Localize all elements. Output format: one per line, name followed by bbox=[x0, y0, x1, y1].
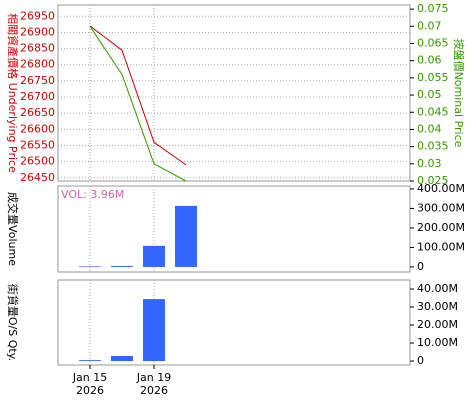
y2-tick-label: 0.04 bbox=[417, 122, 442, 135]
y2-tick-label: 0.045 bbox=[417, 105, 449, 118]
y-tick-label: 26900 bbox=[20, 25, 55, 38]
y-tick-label: 26950 bbox=[20, 9, 55, 22]
y2-tick-label: 0 bbox=[417, 260, 424, 273]
y2-tick-label: 0.055 bbox=[417, 71, 449, 84]
series-line bbox=[89, 26, 187, 182]
x-tick-label: Jan 19 2026 bbox=[136, 371, 171, 397]
y-tick-label: 26750 bbox=[20, 74, 55, 87]
series-line bbox=[89, 25, 187, 166]
y2-tick-label: 0.075 bbox=[417, 2, 449, 15]
y-tick-label: 26550 bbox=[20, 138, 55, 151]
y2-tick-label: 0.06 bbox=[417, 54, 442, 67]
y-axis-label: 街貨量O/S Qty. bbox=[6, 284, 20, 361]
annotation: VOL: 3.96M bbox=[61, 188, 124, 201]
bar bbox=[111, 265, 133, 267]
bar bbox=[143, 245, 165, 267]
x-tick-label: Jan 15 2026 bbox=[72, 371, 107, 397]
y2-tick-label: 40.00M bbox=[417, 282, 458, 295]
y2-tick-label: 0.07 bbox=[417, 19, 442, 32]
y-tick-label: 26600 bbox=[20, 122, 55, 135]
bar bbox=[175, 205, 197, 267]
plot-area bbox=[57, 279, 411, 366]
y-tick-label: 26850 bbox=[20, 42, 55, 55]
y2-tick-label: 0.05 bbox=[417, 88, 442, 101]
y-axis-label: 相關資產價格 Underlying Price bbox=[6, 13, 20, 173]
bar bbox=[79, 360, 101, 362]
y2-tick-label: 20.00M bbox=[417, 318, 458, 331]
y2-tick-label: 0.025 bbox=[417, 174, 449, 187]
y2-tick-label: 100.00M bbox=[417, 240, 465, 253]
y2-tick-label: 10.00M bbox=[417, 336, 458, 349]
y-tick-label: 26700 bbox=[20, 90, 55, 103]
y-tick-label: 26800 bbox=[20, 58, 55, 71]
y2-tick-label: 0.035 bbox=[417, 140, 449, 153]
y-tick-label: 26500 bbox=[20, 155, 55, 168]
y2-axis-label: 按盤價Nominal Price bbox=[452, 39, 466, 148]
y2-tick-label: 30.00M bbox=[417, 300, 458, 313]
y2-tick-label: 400.00M bbox=[417, 182, 465, 195]
bar bbox=[79, 266, 101, 267]
y2-tick-label: 0.065 bbox=[417, 37, 449, 50]
y2-tick-label: 300.00M bbox=[417, 201, 465, 214]
plot-area bbox=[57, 185, 411, 273]
bar bbox=[111, 355, 133, 362]
y-tick-label: 26650 bbox=[20, 106, 55, 119]
y2-tick-label: 0 bbox=[417, 354, 424, 367]
bar bbox=[143, 299, 165, 362]
y-tick-label: 26450 bbox=[20, 171, 55, 184]
plot-area bbox=[57, 4, 411, 182]
y2-tick-label: 0.03 bbox=[417, 157, 442, 170]
y-axis-label: 成交量Volume bbox=[6, 192, 20, 266]
y2-tick-label: 200.00M bbox=[417, 221, 465, 234]
